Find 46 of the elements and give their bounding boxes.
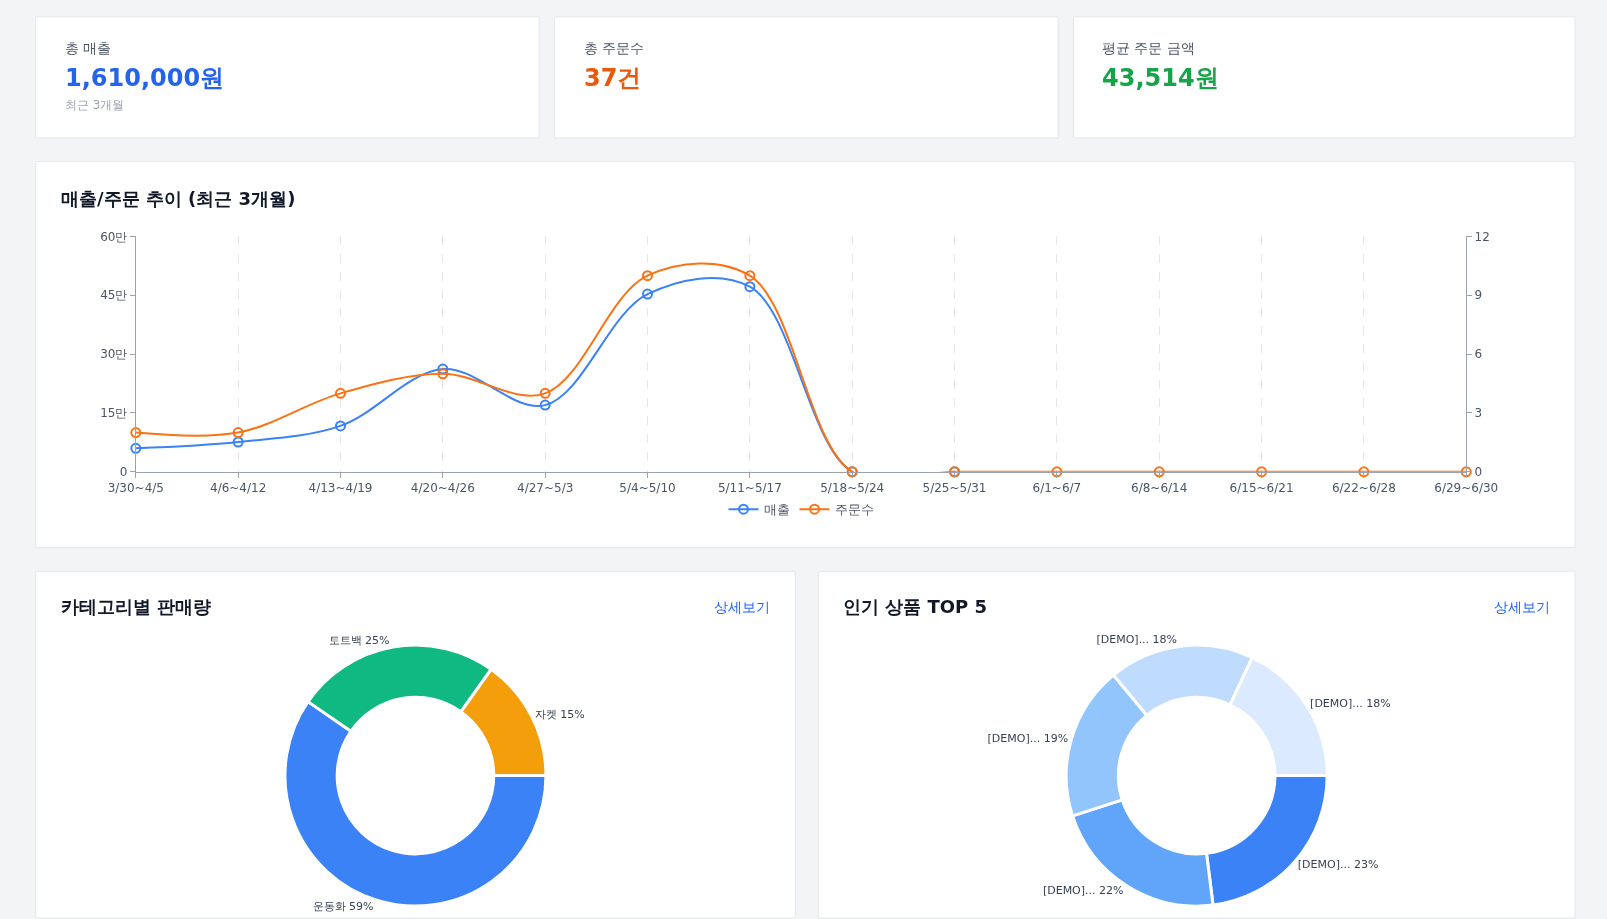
y-tick-label: 15만 <box>100 406 128 421</box>
text: 평균 주문 금액 <box>1102 40 1195 56</box>
slice-label: [DEMO]... 22% <box>1042 883 1124 897</box>
x-tick-label: 6/15~6/21 <box>1229 481 1294 496</box>
x-tick-label: 3/30~4/5 <box>107 481 164 496</box>
x-tick-label: 5/25~5/31 <box>922 481 987 496</box>
y-tick-label: 0 <box>119 465 128 480</box>
text: 43,514원 <box>1102 64 1219 92</box>
text: 총 주문수 <box>584 40 645 56</box>
x-tick-label: 6/1~6/7 <box>1032 481 1082 496</box>
x-tick-label: 5/18~5/24 <box>820 481 885 496</box>
x-tick-label: 6/29~6/30 <box>1434 481 1499 496</box>
x-tick-label: 6/22~6/28 <box>1331 481 1396 496</box>
x-tick-label: 6/8~6/14 <box>1131 481 1188 496</box>
text: 상세보기 <box>714 599 770 615</box>
text: 1,610,000원 <box>65 64 225 92</box>
slice-label: [DEMO]... 23% <box>1297 858 1379 872</box>
y2-tick-label: 0 <box>1474 465 1483 480</box>
text: 카테고리별 판매량 <box>61 596 212 617</box>
text: 37건 <box>584 64 642 92</box>
x-tick-label: 5/4~5/10 <box>619 481 676 496</box>
slice-label: [DEMO]... 18% <box>1310 697 1391 711</box>
y-tick-label: 60만 <box>100 229 128 244</box>
x-tick-label: 4/27~5/3 <box>517 481 574 496</box>
y-tick-label: 30만 <box>100 347 128 362</box>
x-tick-label: 4/6~4/12 <box>209 481 267 496</box>
y2-tick-label: 12 <box>1474 229 1490 244</box>
chart-title: 인기 상품 TOP 5 <box>843 596 988 617</box>
slice-label: 운동화 59% <box>312 899 374 913</box>
slice-label: 자켓 15% <box>534 707 585 721</box>
y2-tick-label: 3 <box>1474 406 1483 421</box>
text: 총 매출 <box>65 40 112 56</box>
slice-label: [DEMO]... 19% <box>987 732 1069 746</box>
chart-title: 매출/주문 추이 (최근 3개월) <box>61 188 296 209</box>
y2-tick-label: 6 <box>1474 347 1483 362</box>
text: 상세보기 <box>1494 599 1550 615</box>
y2-tick-label: 9 <box>1474 288 1483 303</box>
y-tick-label: 45만 <box>100 288 128 303</box>
x-tick-label: 4/20~4/26 <box>410 481 475 496</box>
x-tick-label: 5/11~5/17 <box>717 481 782 496</box>
legend-label: 매출 <box>763 502 790 518</box>
slice-label: [DEMO]... 18% <box>1096 633 1178 647</box>
legend-label: 주문수 <box>834 502 874 518</box>
x-tick-label: 4/13~4/19 <box>308 481 373 496</box>
text: 최근 3개월 <box>65 98 125 112</box>
slice-label: 토트백 25% <box>328 634 390 648</box>
